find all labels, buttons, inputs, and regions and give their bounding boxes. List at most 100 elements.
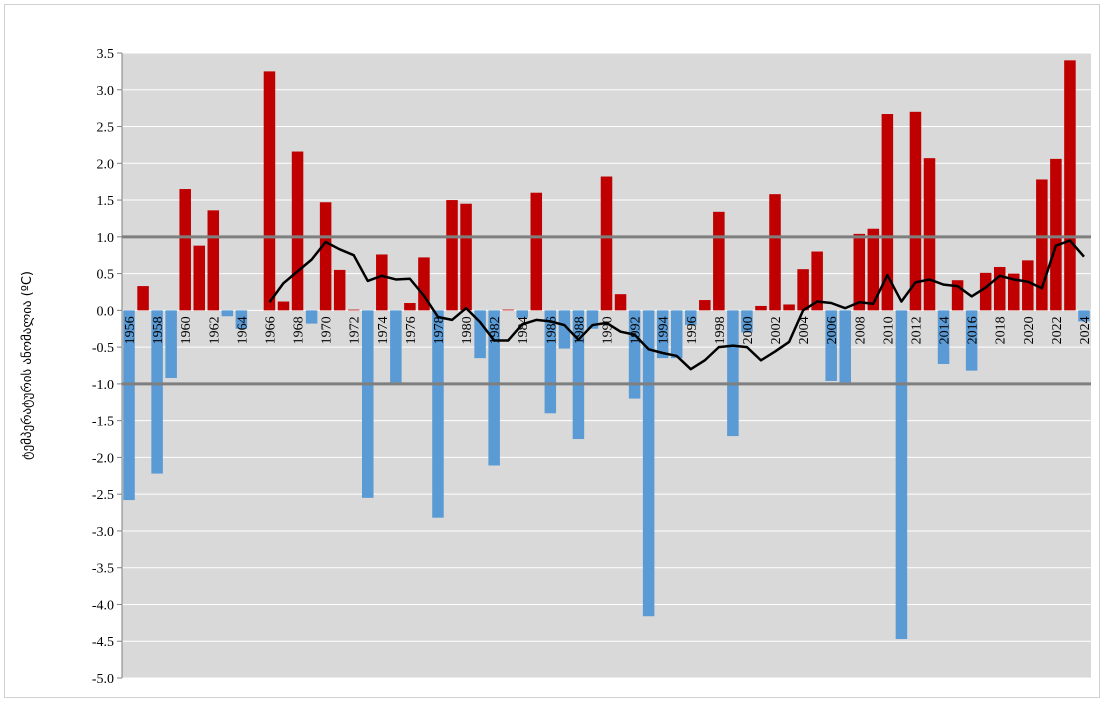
bar-1981 [474, 310, 486, 359]
bar-1990 [600, 176, 613, 311]
bar-2023 [1064, 60, 1076, 311]
x-tick-label: 2024 [1078, 316, 1093, 344]
x-tick-label: 2022 [1050, 316, 1065, 344]
x-tick-label: 2010 [881, 316, 896, 344]
bar-1997 [699, 300, 711, 311]
x-tick-label: 1990 [601, 316, 616, 344]
bar-2011 [895, 310, 908, 640]
y-axis-title: ტემპერატურის ანომალია (ºC) [20, 271, 35, 460]
x-tick-label: 1970 [320, 316, 335, 344]
x-tick-label: 2006 [825, 316, 840, 344]
bar-2019 [1008, 273, 1020, 311]
bar-2010 [881, 114, 894, 311]
bar-1993 [642, 310, 655, 617]
x-tick-label: 2018 [994, 316, 1009, 344]
x-tick-label: 1960 [179, 316, 194, 344]
bar-1989 [586, 310, 599, 329]
bar-1968 [291, 151, 304, 311]
bar-2018 [993, 266, 1006, 311]
y-tick-label: -0.5 [92, 341, 114, 356]
bar-2024 [1078, 310, 1090, 322]
y-tick-label: -1.0 [92, 378, 114, 393]
bar-1957 [137, 286, 149, 311]
x-tick-label: 2000 [741, 316, 756, 344]
bar-1986 [544, 310, 557, 414]
x-tick-label: 2016 [966, 316, 981, 344]
bar-1975 [390, 310, 402, 383]
x-tick-label: 1968 [292, 316, 307, 344]
bar-2022 [1050, 158, 1062, 311]
x-tick-label: 2004 [797, 316, 812, 344]
bar-1972 [347, 309, 360, 311]
bar-1958 [151, 310, 163, 474]
x-tick-label: 1980 [460, 316, 475, 344]
x-tick-label: 1992 [629, 316, 644, 344]
trend-layer [268, 239, 1085, 371]
x-tick-label: 1956 [123, 316, 138, 344]
bar-2015 [951, 280, 964, 311]
bar-1983 [502, 309, 514, 311]
bar-1969 [305, 310, 318, 324]
bar-1973 [362, 310, 374, 498]
bar-1964 [235, 310, 248, 329]
bar-2021 [1036, 179, 1048, 311]
y-tick-label: -4.5 [92, 635, 114, 650]
bar-1976 [404, 303, 416, 311]
bar-2000 [741, 310, 753, 333]
bar-1956 [123, 310, 135, 501]
x-tick-label: 1998 [713, 316, 728, 344]
y-tick-label: 1.0 [97, 231, 115, 246]
bar-1960 [179, 189, 191, 311]
y-tick-label: -4.0 [92, 598, 114, 613]
bar-1978 [432, 310, 444, 518]
bar-1980 [460, 203, 472, 311]
x-tick-label: 2008 [853, 316, 868, 344]
x-tick-label: 1962 [207, 316, 222, 344]
anomaly-bar-chart: 3.5 3.0 2.5 2.0 1.5 1.0 0.5 0.0 -0.5 -1.0 -1.5 -2.0… [20, 47, 1093, 687]
bar-1974 [376, 254, 388, 311]
x-tick-label: 1988 [572, 316, 587, 344]
bar-2012 [909, 111, 922, 311]
x-tick-label: 2002 [769, 316, 784, 344]
y-tick-label: 3.5 [97, 47, 115, 62]
chart-frame: 3.5 3.0 2.5 2.0 1.5 1.0 0.5 0.0 -0.5 -1.0 -1.5 -2.0… [4, 4, 1100, 698]
bar-1984 [516, 310, 528, 318]
bar-2002 [769, 194, 781, 311]
bar-2016 [965, 310, 978, 371]
y-tick-label: -1.5 [92, 415, 114, 430]
bar-1992 [628, 310, 641, 399]
bar-1982 [488, 310, 500, 466]
bar-2004 [797, 269, 809, 311]
y-tick-label: -3.0 [92, 525, 114, 540]
bar-2003 [783, 304, 795, 311]
x-tick-label: 1984 [516, 316, 531, 344]
bar-1996 [685, 310, 697, 326]
x-axis-ticks: 1956 1958 1960 1962 1964 1966 1968 1970 1972 1974… [123, 316, 1093, 344]
bar-2001 [755, 305, 767, 311]
x-tick-label: 1972 [348, 316, 363, 344]
bar-1967 [277, 301, 290, 311]
x-tick-label: 1966 [263, 316, 278, 344]
threshold-lines [122, 235, 1091, 386]
bar-2008 [853, 233, 866, 311]
x-tick-label: 1958 [151, 316, 166, 344]
y-tick-label: 3.0 [97, 84, 115, 99]
bar-2020 [1022, 260, 1034, 311]
y-tick-label: 2.5 [97, 121, 115, 136]
bar-1999 [727, 310, 739, 437]
x-tick-label: 2014 [938, 316, 953, 344]
bar-1994 [656, 310, 669, 359]
y-tick-label: 1.5 [97, 194, 115, 209]
bar-1998 [713, 211, 725, 311]
x-tick-label: 1986 [544, 316, 559, 344]
y-tick-label: 0.0 [97, 304, 115, 319]
bar-2006 [825, 310, 837, 381]
bar-1988 [572, 310, 585, 440]
bars [123, 60, 1090, 640]
bar-1970 [319, 202, 332, 311]
bar-2014 [937, 310, 950, 365]
x-tick-label: 1976 [404, 316, 419, 344]
y-tick-label: -2.5 [92, 488, 114, 503]
bar-2007 [839, 310, 851, 383]
bar-2005 [811, 251, 823, 311]
